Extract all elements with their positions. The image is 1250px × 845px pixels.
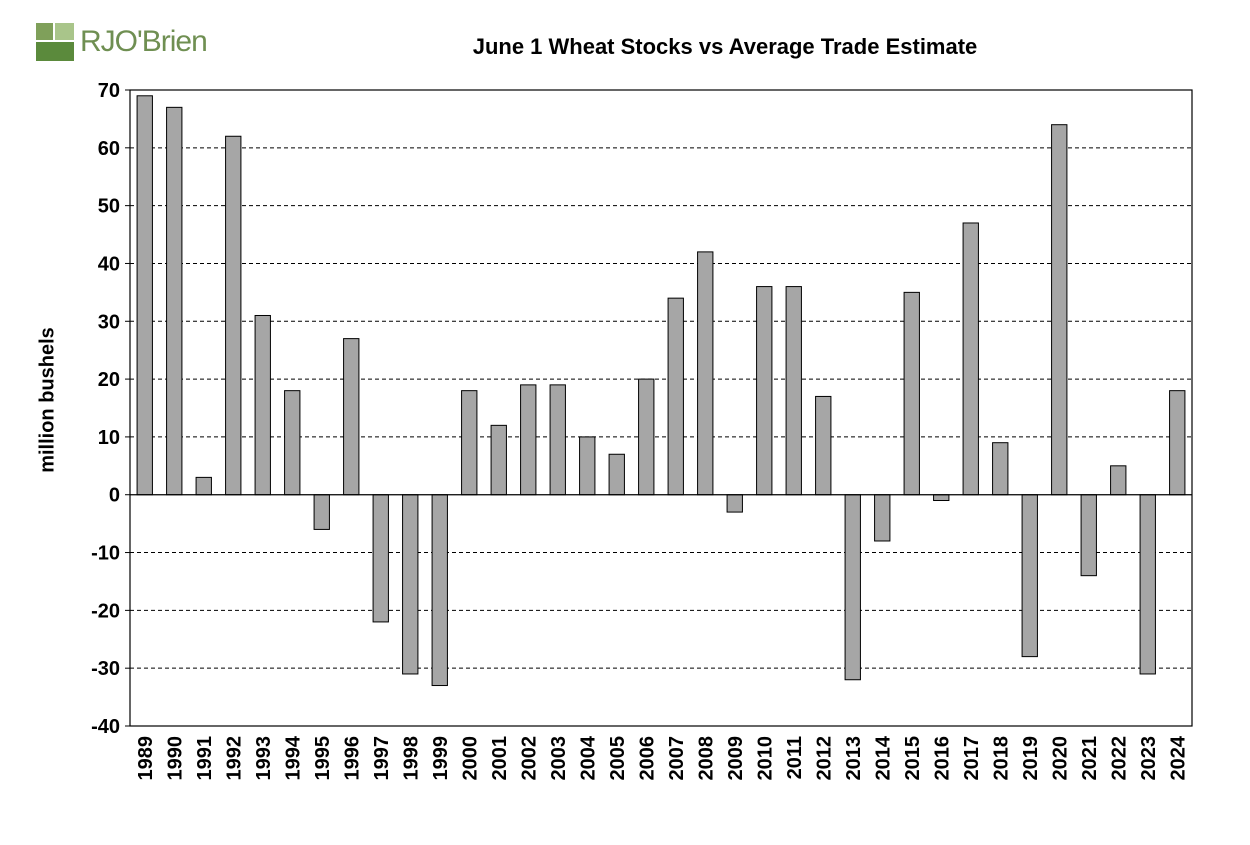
x-tick-label: 1990 <box>164 736 186 781</box>
y-tick-label: 40 <box>98 253 120 275</box>
bar-1992 <box>225 135 242 496</box>
y-tick-label: 0 <box>109 485 120 507</box>
x-tick-label: 2012 <box>813 736 835 781</box>
bar-2002 <box>520 384 537 496</box>
bar-2018 <box>992 442 1009 496</box>
x-tick-label: 1992 <box>223 736 245 781</box>
x-tick-label: 2010 <box>754 736 776 781</box>
bar-1995 <box>313 494 330 530</box>
bar-1993 <box>254 314 271 496</box>
x-tick-label: 2024 <box>1167 735 1189 780</box>
bar-2014 <box>874 494 891 542</box>
bar-2017 <box>962 222 979 496</box>
x-tick-label: 2005 <box>607 736 629 781</box>
y-tick-label: -10 <box>91 543 120 565</box>
x-tick-label: 2004 <box>577 735 599 780</box>
bar-2006 <box>638 378 655 496</box>
y-tick-label: -20 <box>91 600 120 622</box>
bar-2024 <box>1169 390 1186 496</box>
x-tick-label: 2016 <box>931 736 953 781</box>
x-tick-label: 2022 <box>1108 736 1130 781</box>
y-tick-label: 70 <box>98 80 120 102</box>
chart-title: June 1 Wheat Stocks vs Average Trade Est… <box>472 34 978 59</box>
x-tick-label: 1989 <box>135 736 157 781</box>
y-tick-label: 30 <box>98 311 120 333</box>
bar-2016 <box>933 494 950 502</box>
bar-2007 <box>667 297 684 496</box>
x-tick-label: 2011 <box>784 736 806 779</box>
x-tick-label: 1996 <box>341 736 363 781</box>
x-tick-label: 2017 <box>961 736 983 781</box>
x-tick-label: 1995 <box>312 736 334 781</box>
bar-2011 <box>785 286 802 496</box>
bar-2022 <box>1110 465 1127 496</box>
logo-mark-icon <box>36 23 74 61</box>
bar-2010 <box>756 286 773 496</box>
x-tick-label: 2014 <box>872 735 894 780</box>
x-tick-label: 2007 <box>666 736 688 781</box>
bar-1998 <box>402 494 419 675</box>
x-tick-label: 1998 <box>400 736 422 781</box>
bar-1997 <box>372 494 389 623</box>
x-tick-label: 1991 <box>194 736 216 781</box>
bar-2005 <box>608 453 625 496</box>
x-tick-label: 2003 <box>548 736 570 781</box>
x-tick-label: 1999 <box>430 736 452 781</box>
bar-2020 <box>1051 124 1068 496</box>
x-tick-label: 2021 <box>1079 736 1101 781</box>
x-tick-label: 2020 <box>1049 736 1071 781</box>
logo-text: RJO'Brien <box>80 25 208 58</box>
x-tick-label: 2008 <box>695 736 717 781</box>
bar-1999 <box>431 494 448 687</box>
bar-2004 <box>579 436 596 496</box>
rjobrien-logo: RJO'Brien <box>36 20 208 64</box>
bar-2000 <box>461 390 478 496</box>
bar-2008 <box>697 251 714 496</box>
bar-1989 <box>136 95 153 496</box>
y-tick-label: 10 <box>98 427 120 449</box>
bar-2023 <box>1139 494 1156 675</box>
bar-1996 <box>343 338 360 496</box>
plot-area-border <box>129 89 1193 727</box>
bar-2013 <box>844 494 861 681</box>
bar-1991 <box>195 476 212 496</box>
x-tick-label: 1993 <box>253 736 275 781</box>
x-tick-label: 2002 <box>518 736 540 781</box>
x-tick-label: 2023 <box>1138 736 1160 781</box>
y-tick-label: -40 <box>91 716 120 738</box>
x-tick-label: 2000 <box>459 736 481 781</box>
y-tick-label: 60 <box>98 138 120 160</box>
bar-1994 <box>284 390 301 496</box>
x-tick-label: 2009 <box>725 736 747 781</box>
bar-2003 <box>549 384 566 496</box>
y-tick-label: 20 <box>98 369 120 391</box>
bar-2001 <box>490 424 507 496</box>
x-tick-label: 2019 <box>1020 736 1042 781</box>
x-tick-label: 2001 <box>489 736 511 781</box>
y-tick-label: -30 <box>91 658 120 680</box>
bar-2021 <box>1080 494 1097 577</box>
bar-1990 <box>166 106 183 496</box>
y-tick-label: 50 <box>98 196 120 218</box>
x-tick-label: 1997 <box>371 736 393 781</box>
x-tick-label: 2018 <box>990 736 1012 781</box>
bar-2012 <box>815 395 832 496</box>
x-tick-label: 2006 <box>636 736 658 781</box>
x-tick-label: 2013 <box>843 736 865 781</box>
bar-2009 <box>726 494 743 513</box>
bar-2019 <box>1021 494 1038 658</box>
x-tick-label: 1994 <box>282 735 304 780</box>
x-tick-label: 2015 <box>902 736 924 781</box>
bar-2015 <box>903 291 920 496</box>
